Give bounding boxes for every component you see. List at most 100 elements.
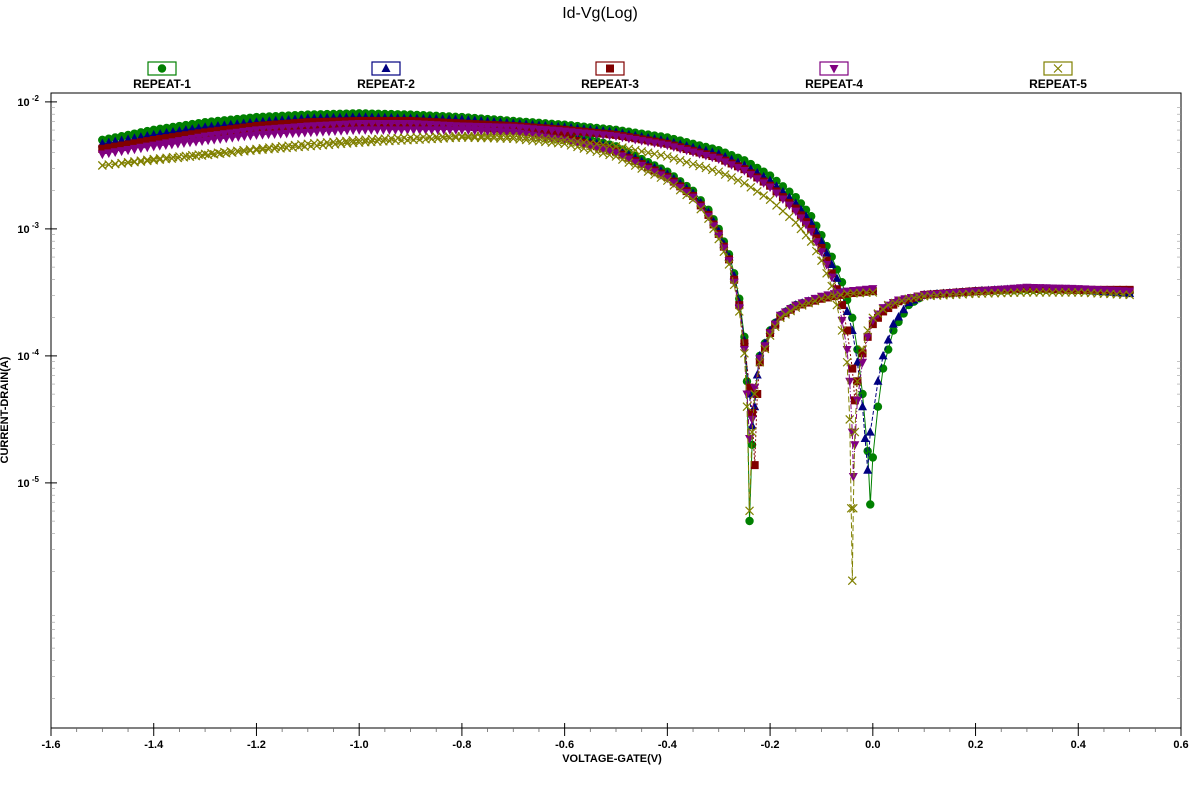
data-point bbox=[873, 402, 883, 411]
data-point bbox=[1009, 284, 1019, 294]
data-point bbox=[742, 377, 752, 386]
data-point bbox=[656, 173, 666, 183]
data-point bbox=[850, 427, 860, 437]
data-point bbox=[1073, 285, 1083, 294]
data-point bbox=[312, 122, 321, 131]
data-point bbox=[889, 326, 898, 335]
data-point bbox=[198, 131, 207, 140]
data-point bbox=[703, 212, 713, 222]
data-point bbox=[361, 119, 371, 129]
data-point bbox=[1086, 285, 1096, 295]
x-tick-label: -0.6 bbox=[555, 739, 574, 751]
data-point bbox=[765, 171, 775, 180]
data-point bbox=[1112, 286, 1122, 296]
data-point bbox=[740, 156, 749, 165]
data-point bbox=[232, 128, 242, 138]
x-tick-label: -0.4 bbox=[658, 739, 678, 751]
data-point bbox=[842, 357, 852, 367]
data-point bbox=[742, 390, 752, 399]
data-point bbox=[396, 126, 406, 135]
data-point bbox=[390, 126, 400, 135]
data-point bbox=[784, 201, 794, 211]
x-tick-label: 0.4 bbox=[1071, 739, 1087, 751]
data-point bbox=[354, 119, 364, 129]
data-point bbox=[1060, 284, 1070, 294]
data-point bbox=[324, 127, 334, 137]
data-point bbox=[534, 125, 544, 135]
data-point bbox=[129, 145, 139, 155]
data-point bbox=[765, 183, 775, 192]
data-point bbox=[704, 214, 713, 224]
data-point bbox=[832, 300, 842, 310]
data-point bbox=[265, 121, 274, 130]
data-point bbox=[827, 281, 837, 291]
data-point bbox=[611, 132, 621, 142]
data-point bbox=[739, 348, 749, 358]
data-point bbox=[714, 231, 724, 241]
data-point bbox=[136, 139, 145, 148]
data-point bbox=[98, 144, 107, 153]
data-point bbox=[560, 127, 570, 137]
data-point bbox=[1022, 283, 1032, 293]
data-point bbox=[415, 121, 424, 130]
data-point bbox=[213, 131, 223, 140]
data-point bbox=[822, 256, 831, 265]
data-point bbox=[883, 335, 893, 344]
data-point bbox=[971, 289, 980, 299]
data-point bbox=[688, 195, 698, 205]
data-point bbox=[418, 120, 428, 130]
data-point bbox=[637, 164, 647, 173]
data-point bbox=[650, 168, 660, 177]
data-point bbox=[724, 257, 734, 266]
data-point bbox=[894, 296, 903, 306]
data-point bbox=[816, 248, 826, 257]
data-point bbox=[958, 288, 968, 298]
data-point bbox=[296, 122, 306, 132]
data-point bbox=[811, 238, 821, 247]
y-tick-label: 10 -3 bbox=[17, 221, 39, 236]
data-point bbox=[284, 123, 294, 133]
data-point bbox=[863, 465, 873, 474]
data-point bbox=[846, 503, 856, 513]
data-point bbox=[650, 170, 659, 180]
data-point bbox=[264, 130, 274, 140]
data-point bbox=[1048, 287, 1058, 297]
data-point bbox=[643, 165, 653, 174]
data-point bbox=[303, 122, 313, 132]
data-point bbox=[842, 306, 852, 315]
x-tick-label: -0.8 bbox=[452, 739, 471, 751]
data-point bbox=[630, 136, 640, 145]
data-point bbox=[1099, 286, 1109, 295]
data-point bbox=[540, 126, 550, 135]
data-point bbox=[288, 124, 297, 133]
data-point bbox=[817, 256, 826, 266]
data-point bbox=[868, 316, 878, 326]
y-tick-label: 10 -5 bbox=[17, 475, 39, 490]
data-point bbox=[372, 126, 382, 135]
data-point bbox=[373, 119, 383, 129]
data-point bbox=[878, 350, 888, 360]
data-point bbox=[463, 126, 473, 136]
data-point bbox=[806, 227, 816, 237]
data-point bbox=[760, 342, 770, 351]
data-point bbox=[585, 145, 595, 155]
data-point bbox=[1054, 287, 1064, 297]
data-point bbox=[752, 175, 762, 184]
data-point bbox=[656, 171, 666, 180]
data-point bbox=[300, 129, 310, 138]
data-point bbox=[1041, 284, 1051, 293]
data-point bbox=[433, 126, 443, 135]
data-point bbox=[403, 121, 412, 130]
data-point bbox=[811, 246, 821, 256]
data-point bbox=[489, 131, 499, 141]
data-point bbox=[734, 304, 744, 313]
data-point bbox=[746, 159, 756, 169]
data-point bbox=[215, 135, 225, 144]
data-point bbox=[397, 121, 406, 130]
data-point bbox=[502, 128, 512, 138]
chart-title: Id-Vg(Log) bbox=[562, 5, 638, 22]
data-point bbox=[682, 157, 692, 167]
data-point bbox=[284, 119, 293, 128]
